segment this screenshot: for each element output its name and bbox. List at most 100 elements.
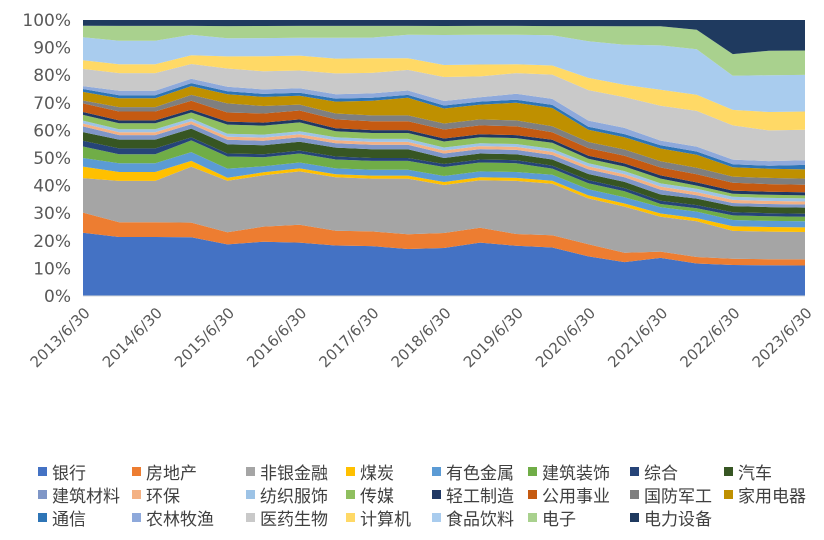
- legend-label: 纺织服饰: [260, 487, 328, 507]
- area-series-7: [83, 128, 805, 214]
- legend-item: 电子: [528, 506, 576, 530]
- x-tick-label: 2013/6/30: [27, 304, 94, 371]
- y-tick-label: 20%: [33, 232, 71, 252]
- legend-label: 农林牧渔: [146, 510, 214, 530]
- legend-item: 家用电器: [724, 483, 806, 507]
- x-tick-label: 2015/6/30: [171, 304, 238, 371]
- legend-swatch: [432, 467, 441, 476]
- legend-swatch: [246, 467, 255, 476]
- legend-label: 综合: [644, 464, 678, 484]
- legend-label: 非银金融: [260, 464, 328, 484]
- legend-swatch: [528, 490, 537, 499]
- x-tick-label: 2020/6/30: [532, 304, 599, 371]
- legend-swatch: [346, 490, 355, 499]
- area-series-4: [83, 152, 805, 228]
- area-series-8: [83, 124, 805, 208]
- legend-label: 银行: [52, 464, 86, 484]
- legend-item: 通信: [38, 506, 86, 530]
- legend-item: 环保: [132, 483, 180, 507]
- legend-item: 纺织服饰: [246, 483, 328, 507]
- area-series-11: [83, 112, 805, 199]
- legend-swatch: [38, 490, 47, 499]
- area-series-2: [83, 166, 805, 260]
- stacked-area-chart: 0% 10% 20% 30% 40% 50% 60% 70% 80% 90% 100% 2013/6…: [22, 11, 816, 371]
- legend-label: 传媒: [360, 487, 394, 507]
- legend-swatch: [724, 467, 733, 476]
- legend-item: 传媒: [346, 483, 394, 507]
- legend-label: 煤炭: [360, 464, 394, 484]
- x-tick-label: 2023/6/30: [749, 304, 816, 371]
- legend-row: 银行 房地产 非银金融 煤炭 有色金属 建筑装饰 综合 汽车: [38, 460, 824, 484]
- area-series-20: [83, 34, 805, 113]
- y-tick-label: 30%: [33, 204, 71, 224]
- legend-swatch: [132, 490, 141, 499]
- legend-swatch: [528, 513, 537, 522]
- legend-label: 公用事业: [542, 487, 610, 507]
- legend-swatch: [346, 513, 355, 522]
- legend-item: 综合: [630, 460, 678, 484]
- legend-swatch: [630, 513, 639, 522]
- legend-swatch: [630, 490, 639, 499]
- x-tick-label: 2019/6/30: [460, 304, 527, 371]
- legend-item: 公用事业: [528, 483, 610, 507]
- x-tick-label: 2018/6/30: [388, 304, 455, 371]
- y-tick-label: 40%: [33, 177, 71, 197]
- area-series-21: [83, 25, 805, 76]
- legend-item: 医药生物: [246, 506, 328, 530]
- legend-item: 建筑装饰: [528, 460, 610, 484]
- legend-label: 轻工制造: [446, 487, 514, 507]
- legend-label: 环保: [146, 487, 180, 507]
- x-tick-label: 2022/6/30: [676, 304, 743, 371]
- y-axis: 0% 10% 20% 30% 40% 50% 60% 70% 80% 90% 100%: [22, 11, 71, 307]
- legend-item: 银行: [38, 460, 86, 484]
- legend: 银行 房地产 非银金融 煤炭 有色金属 建筑装饰 综合 汽车建筑材料 环保 纺织服饰 传媒 轻工制造 公…: [38, 460, 824, 530]
- legend-label: 房地产: [146, 464, 197, 484]
- y-tick-label: 10%: [33, 259, 71, 279]
- legend-swatch: [630, 467, 639, 476]
- x-tick-label: 2016/6/30: [243, 304, 310, 371]
- area-series-5: [83, 140, 805, 222]
- legend-item: 食品饮料: [432, 506, 514, 530]
- legend-item: 轻工制造: [432, 483, 514, 507]
- legend-item: 计算机: [346, 506, 411, 530]
- legend-label: 医药生物: [260, 510, 328, 530]
- y-tick-label: 90%: [33, 39, 71, 59]
- legend-label: 国防军工: [644, 487, 712, 507]
- legend-item: 非银金融: [246, 460, 328, 484]
- legend-swatch: [246, 513, 255, 522]
- legend-row: 建筑材料 环保 纺织服饰 传媒 轻工制造 公用事业 国防军工 家用电器: [38, 483, 824, 507]
- legend-row: 通信 农林牧渔 医药生物 计算机 食品饮料 电子 电力设备: [38, 506, 824, 530]
- legend-swatch: [132, 467, 141, 476]
- y-tick-label: 0%: [44, 287, 71, 307]
- legend-swatch: [432, 490, 441, 499]
- legend-label: 家用电器: [738, 487, 806, 507]
- legend-swatch: [346, 467, 355, 476]
- legend-item: 国防军工: [630, 483, 712, 507]
- legend-label: 有色金属: [446, 464, 514, 484]
- legend-swatch: [38, 467, 47, 476]
- x-tick-label: 2017/6/30: [315, 304, 382, 371]
- legend-label: 电子: [542, 510, 576, 530]
- legend-swatch: [432, 513, 441, 522]
- legend-item: 建筑材料: [38, 483, 120, 507]
- x-tick-label: 2014/6/30: [99, 304, 166, 371]
- legend-swatch: [132, 513, 141, 522]
- legend-item: 电力设备: [630, 506, 712, 530]
- legend-item: 汽车: [724, 460, 772, 484]
- y-tick-label: 100%: [22, 11, 71, 31]
- legend-item: 房地产: [132, 460, 197, 484]
- legend-label: 通信: [52, 510, 86, 530]
- area-series-18: [83, 64, 805, 162]
- legend-item: 煤炭: [346, 460, 394, 484]
- y-tick-label: 70%: [33, 94, 71, 114]
- legend-label: 建筑材料: [52, 487, 120, 507]
- area-series-15: [83, 86, 805, 179]
- area-series-13: [83, 100, 805, 193]
- area-series-1: [83, 212, 805, 266]
- legend-label: 计算机: [360, 510, 411, 530]
- area-series-22: [83, 20, 805, 55]
- legend-swatch: [724, 490, 733, 499]
- area-series-group: [83, 20, 805, 296]
- x-axis: 2013/6/30 2014/6/30 2015/6/30 2016/6/30 2017…: [27, 295, 816, 371]
- legend-label: 汽车: [738, 464, 772, 484]
